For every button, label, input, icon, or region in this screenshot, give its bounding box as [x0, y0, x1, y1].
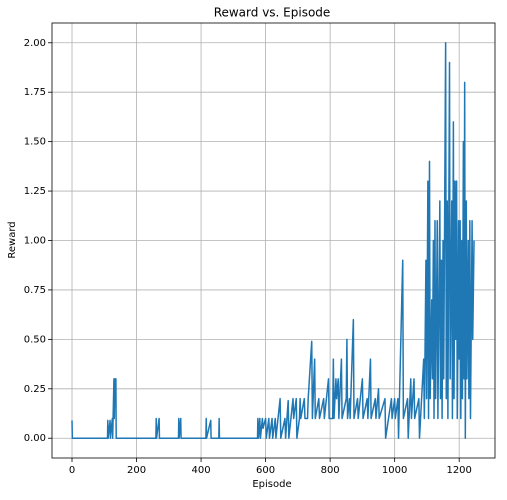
y-tick-label: 0.75 [24, 285, 46, 296]
data-line [71, 42, 475, 439]
y-tick-label: 2.00 [24, 38, 46, 49]
y-tick-label: 1.75 [24, 87, 46, 98]
x-tick-label: 800 [321, 465, 340, 476]
y-tick-label: 0.25 [24, 384, 46, 395]
x-tick-label: 0 [69, 465, 75, 476]
chart-title: Reward vs. Episode [214, 6, 331, 20]
x-tick-label: 1000 [382, 465, 407, 476]
plot-frame [51, 22, 496, 459]
x-axis-label: Episode [252, 479, 291, 490]
y-tick-label: 0.00 [24, 433, 46, 444]
x-tick-label: 200 [127, 465, 146, 476]
y-tick-label: 1.50 [24, 137, 46, 148]
y-axis-label: Reward [7, 221, 18, 258]
y-tick-label: 1.25 [24, 186, 46, 197]
x-tick-label: 600 [256, 465, 275, 476]
y-tick-label: 1.00 [24, 236, 46, 247]
y-tick-label: 0.50 [24, 334, 46, 345]
x-tick-label: 1200 [446, 465, 471, 476]
x-tick-label: 400 [192, 465, 211, 476]
